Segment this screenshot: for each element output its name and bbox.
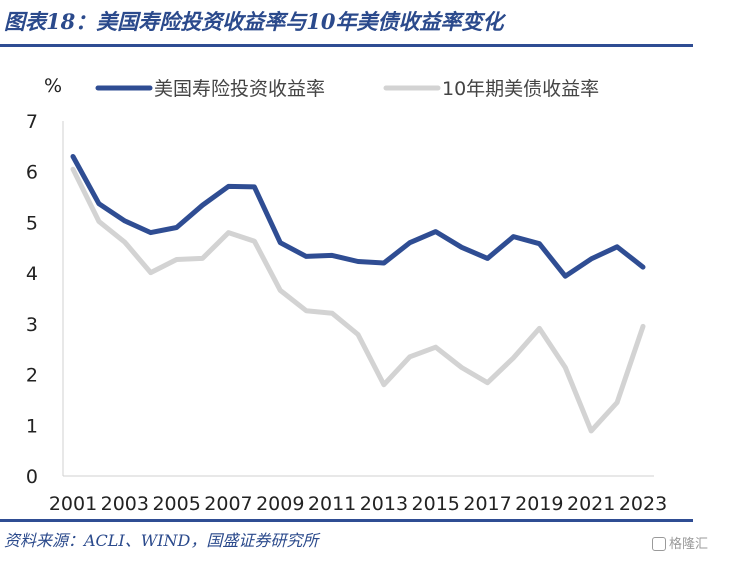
- x-tick-label: 2005: [152, 493, 200, 515]
- source-note: 资料来源：ACLI、WIND，国盛证券研究所: [4, 531, 319, 550]
- x-tick-label: 2009: [256, 493, 304, 515]
- y-tick-label: 4: [26, 263, 38, 285]
- x-tick-label: 2001: [49, 493, 97, 515]
- x-tick-label: 2011: [308, 493, 356, 515]
- x-tick-label: 2021: [567, 493, 615, 515]
- title-rule: [0, 44, 693, 47]
- x-tick-label: 2019: [515, 493, 563, 515]
- y-tick-label: 3: [26, 314, 38, 336]
- y-tick-label: 1: [26, 415, 38, 437]
- legend-label-series-2: 10年期美债收益率: [442, 78, 599, 100]
- x-tick-label: 2013: [360, 493, 408, 515]
- watermark-logo-icon: [652, 537, 666, 551]
- x-tick-label: 2007: [204, 493, 252, 515]
- figure-title: 图表18：美国寿险投资收益率与10年美债收益率变化: [4, 9, 504, 34]
- x-tick-label: 2003: [101, 493, 149, 515]
- y-tick-label: 5: [26, 212, 38, 234]
- watermark: 格隆汇: [652, 533, 708, 552]
- x-tick-label: 2023: [619, 493, 667, 515]
- chart-legend: 美国寿险投资收益率 10年期美债收益率: [95, 78, 599, 100]
- chart-series: [70, 154, 646, 434]
- x-tick-label: 2015: [412, 493, 460, 515]
- y-axis-unit-label: %: [44, 75, 62, 97]
- y-tick-label: 0: [26, 466, 38, 488]
- source-rule: [0, 519, 693, 522]
- x-tick-label: 2017: [463, 493, 511, 515]
- y-axis: 0 1 2 3 4 5 6 7: [26, 111, 38, 488]
- y-tick-label: 6: [26, 162, 38, 184]
- y-tick-label: 2: [26, 365, 38, 387]
- series-line-1: [70, 154, 646, 279]
- legend-label-series-1: 美国寿险投资收益率: [154, 78, 325, 100]
- watermark-text: 格隆汇: [669, 537, 709, 552]
- x-axis: 2001 2003 2005 2007 2009 2011 2013 2015 2017 2019…: [49, 493, 667, 515]
- series-line-2: [70, 166, 646, 434]
- y-tick-label: 7: [26, 111, 38, 133]
